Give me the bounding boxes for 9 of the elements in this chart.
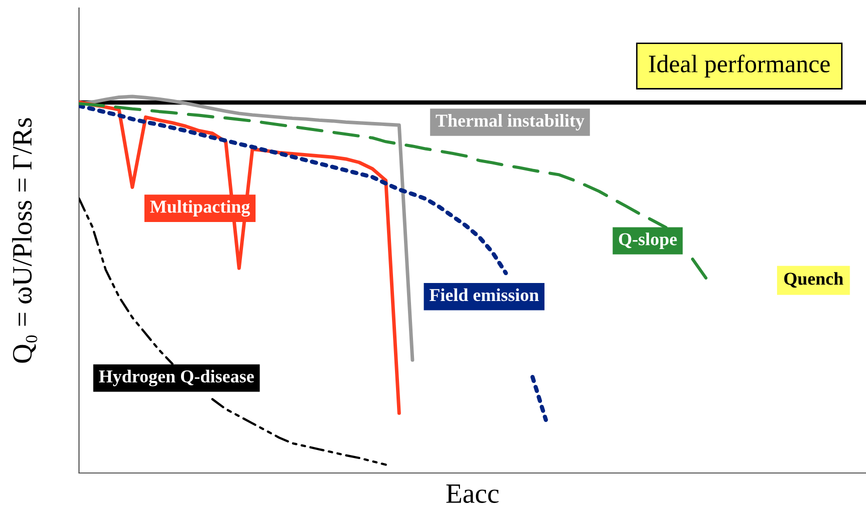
series-label: Q-slope [618,232,677,249]
series-label: Hydrogen Q-disease [98,370,254,386]
y-axis-title: Q₀ = ωU/Ploss = Γ/Rs [12,118,38,363]
x-axis-title: Eacc [446,484,499,503]
text: Thermal instability [436,114,584,130]
series-label: Multipacting [150,200,250,217]
ref-line-label: Ideal performance [648,54,830,78]
annotation: Quench [784,272,844,288]
series-label: Field emission [430,288,539,302]
